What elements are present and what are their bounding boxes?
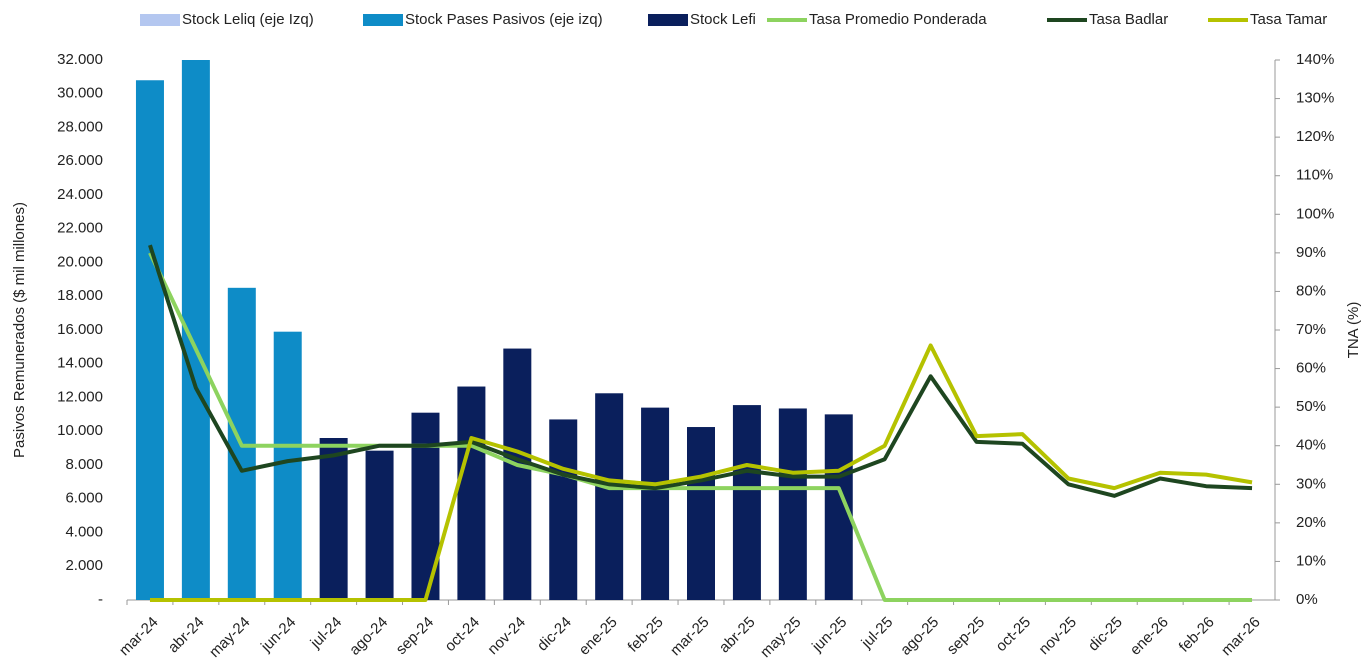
y2-tick-label: 110% [1296, 167, 1333, 184]
y2-tick-label: 120% [1296, 128, 1334, 145]
y2-tick-label: 30% [1296, 475, 1326, 492]
x-tick-label: sep-24 [393, 614, 437, 658]
legend-swatch [140, 14, 180, 26]
x-tick-label: abr-24 [165, 614, 208, 657]
x-tick-label: oct-24 [442, 614, 484, 656]
x-tick-label: ene-25 [576, 614, 621, 659]
x-tick-label: ago-25 [897, 614, 942, 659]
line [148, 251, 1253, 602]
y-tick-label: - [98, 591, 103, 608]
y2-tick-label: 10% [1296, 552, 1326, 569]
x-tick-label: nov-25 [1036, 614, 1080, 658]
x-tick-label: oct-25 [993, 614, 1035, 656]
legend-label: Tasa Badlar [1089, 11, 1168, 28]
y2-tick-label: 140% [1296, 51, 1334, 68]
y-tick-label: 24.000 [57, 186, 103, 203]
x-tick-label: nov-24 [484, 614, 528, 658]
legend-label: Stock Pases Pasivos (eje izq) [405, 11, 603, 28]
y-tick-label: 32.000 [57, 51, 103, 68]
y-tick-label: 20.000 [57, 253, 103, 270]
y2-tick-label: 80% [1296, 282, 1326, 299]
y-tick-label: 2.000 [65, 557, 103, 574]
y-tick-label: 6.000 [65, 490, 103, 507]
bar [365, 450, 394, 600]
bar [549, 419, 578, 600]
legend-label: Tasa Tamar [1250, 11, 1327, 28]
y2-tick-label: 50% [1296, 398, 1326, 415]
bar [135, 80, 164, 600]
y-tick-label: 22.000 [57, 220, 103, 237]
y2-tick-label: 130% [1296, 90, 1334, 107]
y2-tick-label: 70% [1296, 321, 1326, 338]
x-tick-label: may-24 [206, 614, 253, 661]
line [148, 244, 1253, 498]
x-tick-label: jun-25 [808, 614, 850, 656]
y-tick-label: 28.000 [57, 118, 103, 135]
x-tick-label: mar-26 [1218, 614, 1264, 660]
y-tick-label: 10.000 [57, 422, 103, 439]
y-tick-label: 18.000 [57, 287, 103, 304]
y-tick-label: 14.000 [57, 355, 103, 372]
x-tick-label: feb-26 [1176, 614, 1218, 656]
x-tick-label: abr-25 [716, 614, 759, 657]
x-tick-label: mar-25 [667, 614, 713, 660]
bar [595, 393, 624, 600]
y-tick-label: 16.000 [57, 321, 103, 338]
y-tick-label: 4.000 [65, 523, 103, 540]
y-tick-label: 8.000 [65, 456, 103, 473]
legend-label: Stock Lefi [690, 11, 756, 28]
y-tick-label: 26.000 [57, 152, 103, 169]
bar [641, 407, 670, 600]
y2-tick-label: 90% [1296, 244, 1326, 261]
x-tick-label: feb-25 [625, 614, 667, 656]
bar [273, 331, 302, 600]
x-tick-label: ene-26 [1127, 614, 1172, 659]
x-tick-label: dic-24 [534, 614, 575, 655]
y2-tick-label: 40% [1296, 437, 1326, 454]
bar [319, 438, 348, 600]
y-axis-title: Pasivos Remunerados ($ mil millones) [11, 202, 28, 458]
bar [732, 405, 761, 600]
bar [778, 408, 807, 600]
y2-tick-label: 0% [1296, 591, 1318, 608]
bar [457, 386, 486, 600]
x-tick-label: may-25 [757, 614, 804, 661]
legend-label: Tasa Promedio Ponderada [809, 11, 987, 28]
x-tick-label: jul-24 [307, 614, 346, 653]
x-tick-label: jun-24 [257, 614, 299, 656]
bar [503, 348, 532, 600]
x-tick-label: sep-25 [944, 614, 988, 658]
x-tick-label: mar-24 [116, 614, 162, 660]
y2-tick-label: 60% [1296, 360, 1326, 377]
x-tick-label: dic-25 [1085, 614, 1126, 655]
legend-swatch [363, 14, 403, 26]
legend-swatch [648, 14, 688, 26]
y-tick-label: 12.000 [57, 388, 103, 405]
y2-axis-title: TNA (%) [1345, 302, 1362, 359]
y-tick-label: 30.000 [57, 85, 103, 102]
line [149, 343, 1253, 602]
legend-label: Stock Leliq (eje Izq) [182, 11, 314, 28]
bar [687, 427, 715, 600]
y2-tick-label: 20% [1296, 514, 1326, 531]
x-tick-label: ago-24 [346, 614, 391, 659]
x-tick-label: jul-25 [858, 614, 897, 653]
y2-tick-label: 100% [1296, 205, 1334, 222]
